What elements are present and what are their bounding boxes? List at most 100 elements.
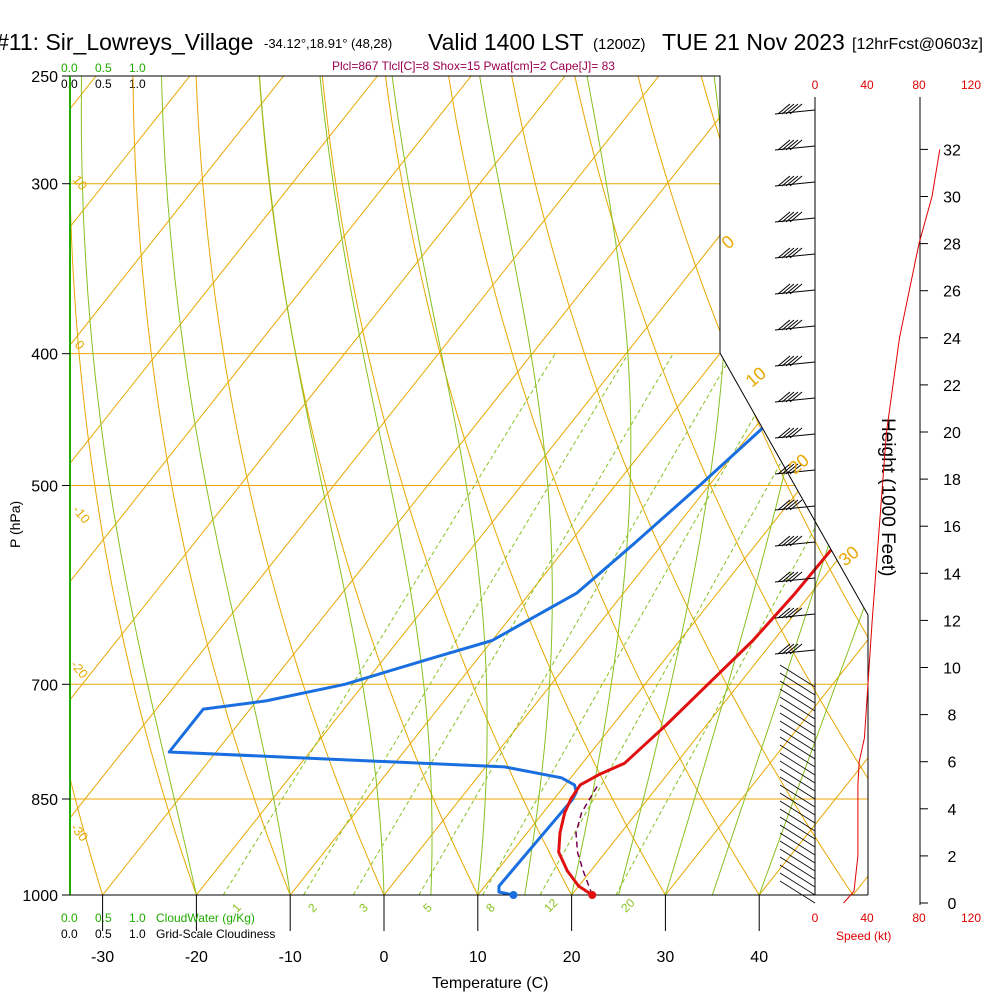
cloud-bot-green-0: 0.0 (61, 911, 78, 925)
site-title: #11: Sir_Lowreys_Village (0, 29, 253, 55)
cloud-bot-black-1: 0.5 (95, 927, 112, 941)
height-tick-label: 2 (948, 849, 957, 866)
thermo-grid (70, 76, 868, 895)
height-tick-label: 14 (943, 566, 961, 583)
wind-barb (779, 664, 816, 688)
mixing-ratio-line (615, 353, 868, 895)
wind-barb-flag (789, 211, 803, 223)
cloudiness-label: Grid-Scale Cloudiness (156, 927, 275, 941)
height-tick-label: 8 (948, 708, 957, 725)
mixing-ratio-label: 5 (420, 900, 435, 915)
wind-barb-flag (781, 319, 795, 331)
speed-tick-label: 120 (961, 78, 981, 92)
pressure-axis-label: P (hPa) (7, 501, 23, 548)
cloud-top-green-0: 0.0 (61, 61, 78, 75)
temperature-axis: -30 -20 -10 0 10 20 30 40 (91, 895, 768, 966)
height-tick-label: 10 (943, 661, 961, 678)
wind-barb-flag (785, 391, 799, 403)
wind-barb (779, 688, 816, 712)
speed-tick-label: 80 (912, 78, 926, 92)
moist-adiabat (259, 76, 385, 895)
wind-barb-flag (777, 355, 791, 367)
isotherm (70, 76, 472, 895)
height-tick-label: 0 (948, 896, 957, 913)
wind-barb (779, 760, 816, 784)
moist-adiabat (571, 76, 632, 895)
isotherm (70, 76, 566, 895)
wind-barb-flag (781, 643, 795, 655)
dry-adiabat-label: 10 (70, 172, 91, 193)
wind-barb-flag (781, 607, 795, 619)
wind-barb-flag (777, 175, 791, 187)
temperature-tick-label: 10 (469, 949, 487, 966)
speed-tick-label: 40 (860, 78, 874, 92)
wind-barb-flag (781, 139, 795, 151)
wind-barb-flag (785, 211, 799, 223)
cloud-bot-black-0: 0.0 (61, 927, 78, 941)
surface-temp-dot (588, 891, 597, 899)
moist-adiabat-label: 30 (835, 542, 863, 570)
mixing-ratio-line (303, 353, 629, 895)
forecast-label: [12hrFcst@0603z] (852, 36, 983, 53)
speed-tick-label: 80 (912, 911, 926, 925)
wind-barb-flag (781, 427, 795, 439)
speed-line (843, 149, 941, 904)
site-coords: -34.12°,18.91° (48,28) (264, 36, 392, 51)
temperature-tick-label: 20 (563, 949, 581, 966)
mixing-ratio-label: 3 (356, 900, 371, 915)
pressure-tick-label: 250 (31, 69, 58, 86)
wind-barb-flag (777, 283, 791, 295)
dry-adiabat-label: -30 (68, 820, 92, 844)
wind-barb-flag (777, 535, 791, 547)
cloud-top-black-1: 0.5 (95, 77, 112, 91)
wind-barb-flag (789, 175, 803, 187)
height-tick-label: 18 (943, 472, 961, 489)
mixing-ratio-line (539, 353, 843, 895)
dry-adiabat (132, 76, 291, 895)
temperature-line (557, 102, 868, 895)
wind-barb-flag (777, 103, 791, 115)
isotherm (852, 76, 868, 895)
wind-barb-flag (781, 571, 795, 583)
plot-frame (70, 75, 869, 895)
dry-adiabat (194, 76, 385, 895)
wind-barb-flag (777, 247, 791, 259)
dewpoint-line (167, 103, 868, 895)
wind-barbs (774, 103, 816, 904)
wind-barb (774, 433, 816, 439)
wind-barb (774, 217, 816, 223)
wind-barb-flag (785, 139, 799, 151)
wind-barb-flag (781, 391, 795, 403)
wind-barb-flag (777, 643, 791, 655)
wind-barb-flag (789, 139, 803, 151)
height-tick-label: 28 (943, 237, 961, 254)
wind-barb (774, 577, 816, 583)
isotherm (665, 76, 868, 895)
temperature-tick-label: -30 (91, 949, 114, 966)
temperature-tick-label: -10 (279, 949, 302, 966)
wind-barb-flag (777, 391, 791, 403)
dry-adiabat-label: -10 (70, 502, 94, 526)
temperature-tick-label: 40 (750, 949, 768, 966)
wind-barb (774, 649, 816, 655)
height-tick-label: 24 (943, 331, 961, 348)
wind-barb-flag (785, 355, 799, 367)
wind-barb (779, 824, 816, 848)
wind-barb (779, 784, 816, 808)
wind-barb-flag (777, 319, 791, 331)
pressure-axis: 250 300 400 500 700 850 1000 (22, 69, 70, 905)
temperature-tick-label: 30 (657, 949, 675, 966)
wind-barb (774, 181, 816, 187)
height-axis-label: Height (1000 Feet) (877, 418, 898, 576)
wind-barb (779, 712, 816, 736)
cloud-bot-green-2: 1.0 (129, 911, 146, 925)
wind-barb-flag (777, 607, 791, 619)
mixing-ratio-line (482, 353, 791, 895)
wind-barb-flag (781, 499, 795, 511)
cloud-bot-black-2: 1.0 (129, 927, 146, 941)
wind-barb-flag (781, 355, 795, 367)
wind-barb-flag (789, 499, 803, 511)
moist-adiabat (479, 76, 553, 895)
